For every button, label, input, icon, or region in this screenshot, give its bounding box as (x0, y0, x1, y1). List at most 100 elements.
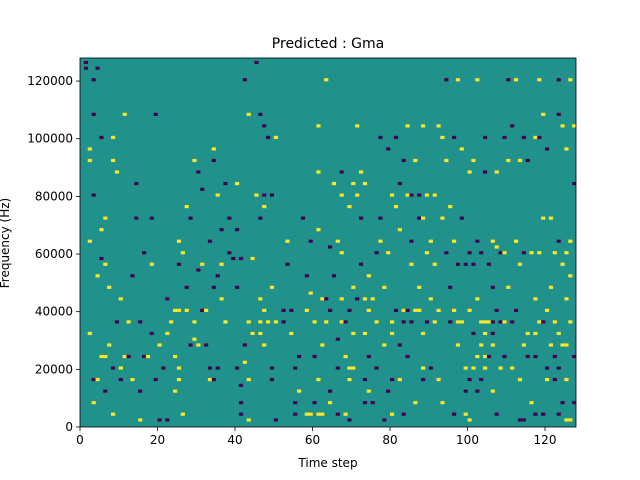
heatmap-cell (560, 124, 565, 128)
heatmap-cell (564, 147, 569, 151)
heatmap-cell (258, 320, 263, 324)
heatmap-cell (409, 239, 414, 243)
heatmap-cell (545, 377, 550, 382)
heatmap-cell (173, 389, 178, 393)
heatmap-cell (308, 291, 313, 295)
heatmap-cell (91, 78, 96, 82)
heatmap-cell (424, 320, 430, 324)
heatmap-cell (308, 239, 313, 243)
heatmap-cell (436, 308, 441, 312)
heatmap-cell (393, 205, 399, 209)
heatmap-cell (304, 274, 309, 278)
heatmap-cell (471, 158, 476, 163)
heatmap-cell (409, 262, 414, 266)
heatmap-cell (262, 308, 267, 312)
x-tick-label: 0 (76, 433, 84, 447)
heatmap-cell (541, 112, 546, 116)
heatmap-cell (145, 354, 151, 359)
heatmap-cell (153, 112, 158, 116)
heatmap-cell (335, 239, 340, 243)
heatmap-cell (339, 251, 344, 255)
heatmap-cell (521, 251, 526, 255)
heatmap-cell (541, 320, 546, 324)
heatmap-cell (273, 320, 278, 324)
heatmap-cell (258, 112, 263, 116)
heatmap-cell (444, 78, 449, 82)
heatmap-cell (483, 170, 488, 174)
heatmap-cell (432, 262, 437, 266)
y-tick-label: 0 (65, 420, 73, 434)
heatmap-cell (223, 181, 228, 186)
heatmap-cell (514, 239, 519, 243)
heatmap-cell (393, 308, 399, 312)
heatmap-cell (444, 251, 449, 255)
heatmap-cell (339, 193, 344, 197)
heatmap-cell (502, 354, 507, 359)
heatmap-cell (490, 239, 495, 243)
heatmap-cell (564, 377, 569, 382)
heatmap-cell (161, 366, 166, 370)
heatmap-cell (269, 193, 275, 197)
x-axis-label: Time step (297, 456, 357, 470)
heatmap-cell (180, 251, 185, 255)
heatmap-cell (91, 377, 96, 382)
heatmap-cell (498, 251, 503, 255)
heatmap-cell (486, 354, 492, 359)
heatmap-cell (362, 181, 368, 186)
x-tick-label: 100 (456, 433, 479, 447)
heatmap-cell (393, 135, 399, 140)
heatmap-cell (459, 147, 464, 151)
heatmap-cell (87, 147, 92, 151)
heatmap-cell (374, 320, 379, 324)
heatmap-cell (498, 320, 503, 324)
heatmap-cell (545, 366, 550, 370)
heatmap-cell (572, 401, 577, 405)
heatmap-cell (421, 124, 426, 128)
heatmap-cell (490, 320, 495, 324)
heatmap-cell (235, 285, 240, 289)
heatmap-cell (351, 285, 356, 289)
heatmap-cell (227, 216, 232, 220)
heatmap-cell (432, 193, 437, 197)
heatmap-cell (413, 401, 418, 405)
heatmap-cell (424, 193, 430, 197)
heatmap-cell (560, 343, 565, 347)
heatmap-cell (564, 251, 569, 255)
heatmap-cell (548, 285, 554, 289)
heatmap-cell (258, 331, 263, 336)
heatmap-cell (525, 158, 530, 163)
heatmap-cell (289, 331, 294, 336)
heatmap-cell (386, 147, 391, 151)
heatmap-cell (347, 418, 352, 422)
heatmap-cell (304, 308, 309, 312)
heatmap-cell (184, 205, 189, 209)
heatmap-cell (95, 377, 100, 382)
heatmap-cell (122, 354, 127, 359)
heatmap-cell (122, 112, 127, 116)
heatmap-cell (254, 60, 259, 65)
heatmap-cell (455, 78, 461, 82)
heatmap-cell (490, 331, 495, 336)
heatmap-cell (386, 251, 391, 255)
heatmap-cell (335, 366, 340, 370)
heatmap-cell (316, 124, 321, 128)
heatmap-cell (494, 245, 499, 249)
heatmap-cell (455, 320, 461, 324)
heatmap-cell (390, 331, 395, 336)
heatmap-cell (475, 78, 480, 82)
heatmap-cell (335, 412, 340, 416)
heatmap-cell (316, 377, 321, 382)
heatmap-cell (207, 366, 213, 370)
heatmap-cell (87, 331, 92, 336)
heatmap-cell (444, 158, 449, 163)
heatmap-cell (541, 412, 546, 416)
heatmap-cell (351, 331, 356, 336)
heatmap-cell (339, 170, 344, 174)
heatmap-cell (552, 320, 557, 324)
heatmap-cell (149, 216, 154, 220)
heatmap-cell (126, 320, 131, 324)
heatmap-cell (390, 412, 395, 416)
heatmap-cell (548, 216, 554, 220)
heatmap-cell (494, 412, 499, 416)
heatmap-cell (149, 331, 154, 336)
